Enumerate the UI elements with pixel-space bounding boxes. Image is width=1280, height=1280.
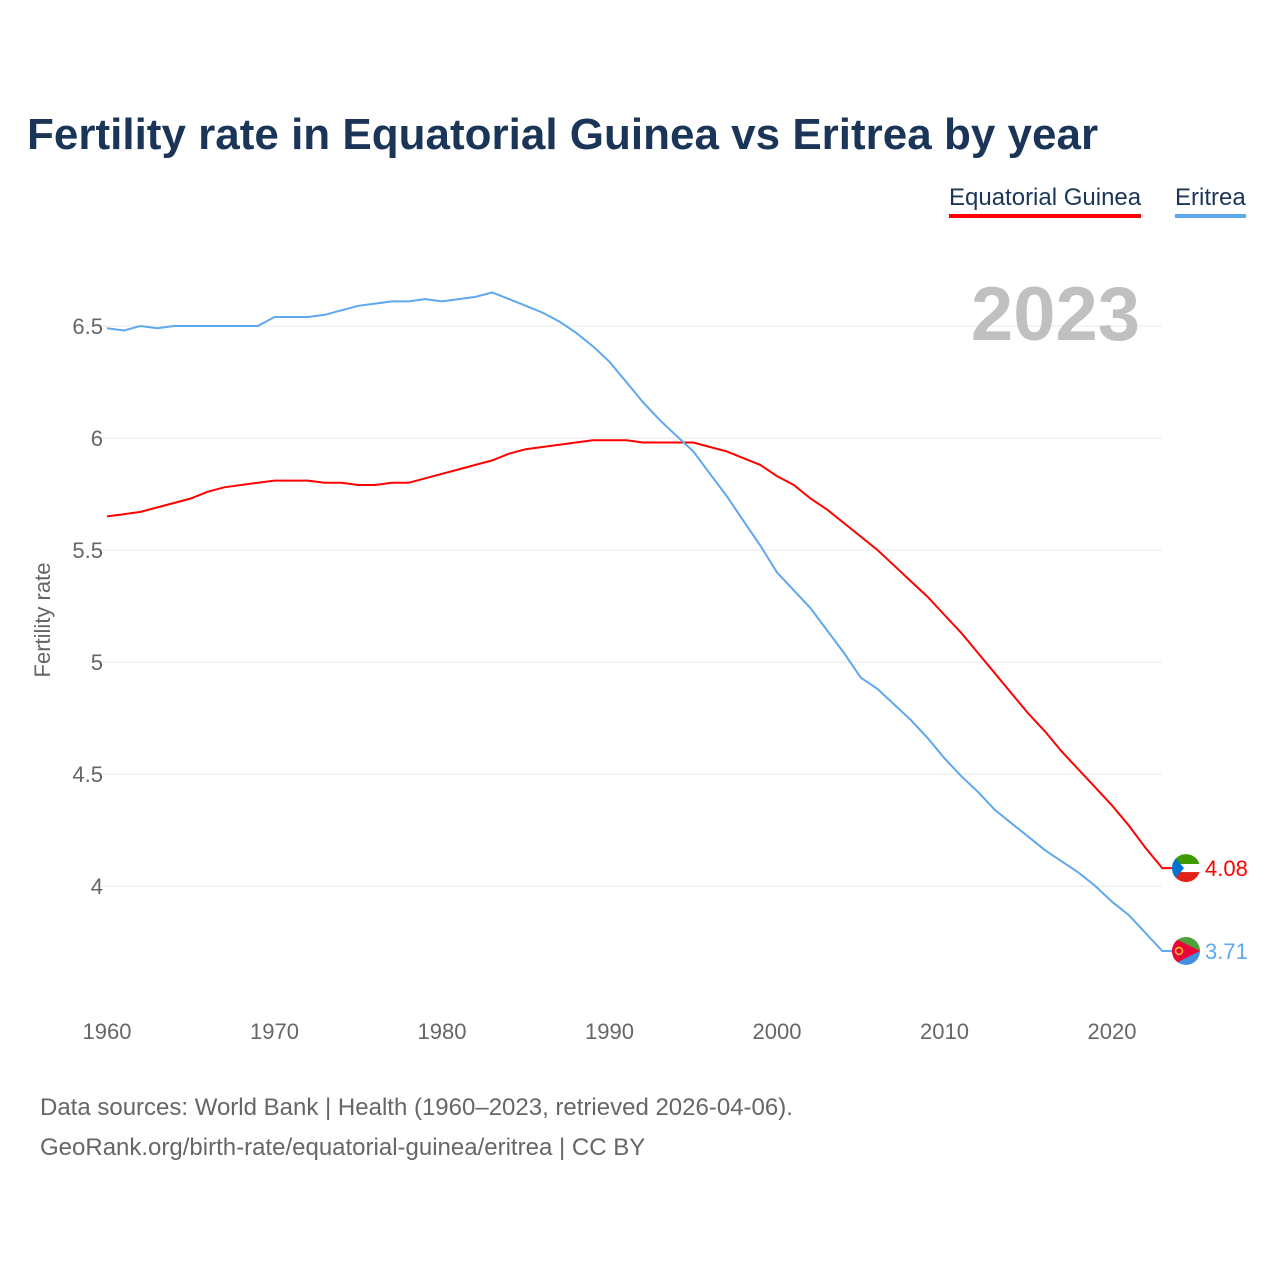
chart-title: Fertility rate in Equatorial Guinea vs E… xyxy=(27,110,1099,159)
footer-source: Data sources: World Bank | Health (1960–… xyxy=(40,1094,793,1121)
footer-link[interactable]: GeoRank.org/birth-rate/equatorial-guinea… xyxy=(40,1134,646,1161)
legend-equatorial-guinea[interactable]: Equatorial Guinea xyxy=(949,184,1142,218)
y-tick-label: 5 xyxy=(91,650,103,675)
y-tick-label: 4 xyxy=(91,874,103,899)
x-tick-label: 1960 xyxy=(83,1019,132,1044)
eritrea-flag-icon xyxy=(1172,936,1200,965)
y-tick-label: 5.5 xyxy=(72,538,103,563)
y-tick-label: 6 xyxy=(91,426,103,451)
y-axis-label: Fertility rate xyxy=(30,563,55,678)
x-tick-label: 2010 xyxy=(920,1019,969,1044)
year-label: 2023 xyxy=(971,272,1140,357)
equatorial-guinea-flag-icon xyxy=(1172,854,1200,883)
legend-eritrea[interactable]: Eritrea xyxy=(1175,184,1246,218)
series-line-eritrea xyxy=(106,291,1172,952)
x-tick-label: 1980 xyxy=(418,1019,467,1044)
end-value-label: 3.71 xyxy=(1205,939,1248,964)
x-tick-label: 1970 xyxy=(250,1019,299,1044)
y-tick-label: 6.5 xyxy=(72,314,103,339)
end-value-label: 4.08 xyxy=(1205,856,1248,881)
series-line-equatorial-guinea xyxy=(106,439,1172,870)
y-tick-label: 4.5 xyxy=(72,762,103,787)
x-tick-label: 2020 xyxy=(1088,1019,1137,1044)
x-tick-label: 1990 xyxy=(585,1019,634,1044)
x-tick-label: 2000 xyxy=(753,1019,802,1044)
footer: Data sources: World Bank | Health (1960–… xyxy=(40,1088,793,1168)
